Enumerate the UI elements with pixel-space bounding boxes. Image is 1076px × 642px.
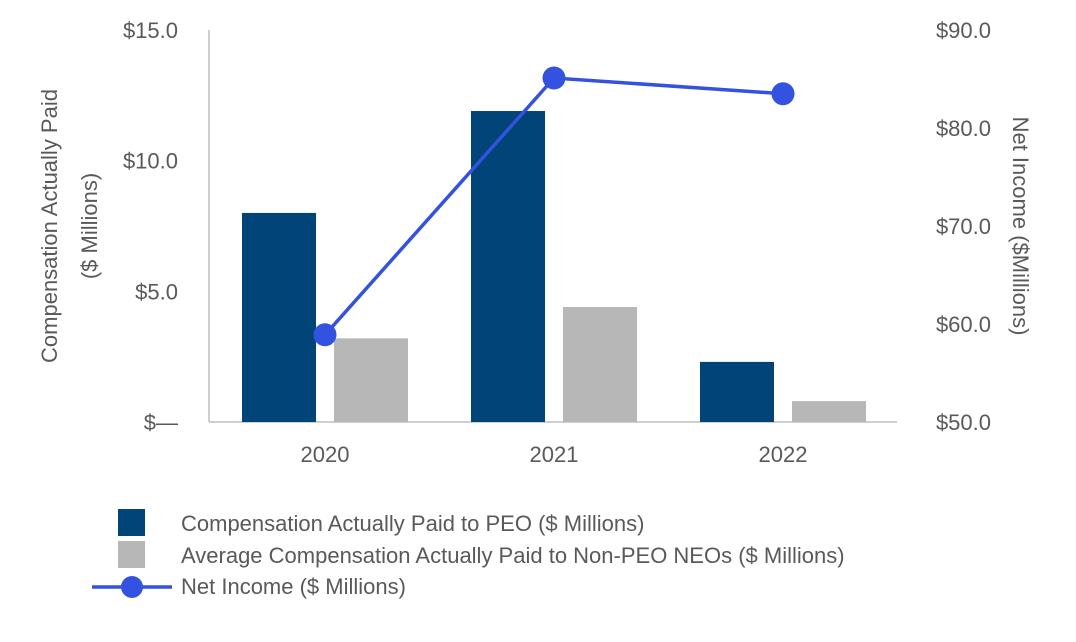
right-tick-label: $50.0 <box>936 410 991 435</box>
left-tick-label: $10.0 <box>123 149 178 174</box>
legend: Compensation Actually Paid to PEO ($ Mil… <box>92 509 845 599</box>
right-tick-label: $80.0 <box>936 116 991 141</box>
bar-non-peo <box>334 338 408 422</box>
right-axis-title: Net Income ($Millions) <box>1008 117 1033 336</box>
bar-non-peo <box>563 307 637 422</box>
bar-peo <box>700 361 774 422</box>
legend-swatch-non-peo <box>118 541 145 568</box>
x-tick-label: 2021 <box>530 442 579 467</box>
left-tick-label: $— <box>144 410 178 435</box>
net-income-point <box>542 66 566 90</box>
legend-label-net-income: Net Income ($ Millions) <box>181 574 406 599</box>
left-tick-label: $15.0 <box>123 18 178 43</box>
legend-swatch-peo <box>118 509 145 536</box>
x-tick-label: 2020 <box>301 442 350 467</box>
net-income-point <box>771 82 795 106</box>
right-tick-label: $70.0 <box>936 214 991 239</box>
left-axis-title-line2: ($ Millions) <box>77 173 102 279</box>
legend-label-non-peo: Average Compensation Actually Paid to No… <box>181 543 845 568</box>
net-income-point <box>313 323 337 347</box>
left-tick-label: $5.0 <box>135 279 178 304</box>
legend-marker-net-income <box>121 576 143 598</box>
net-income-line <box>323 76 784 336</box>
right-tick-label: $60.0 <box>936 312 991 337</box>
bar-peo <box>242 212 316 422</box>
left-axis-title-line1: Compensation Actually Paid <box>37 89 62 363</box>
x-tick-label: 2022 <box>759 442 808 467</box>
legend-label-peo: Compensation Actually Paid to PEO ($ Mil… <box>181 511 644 536</box>
bar-peo <box>471 111 545 422</box>
right-tick-label: $90.0 <box>936 18 991 43</box>
bar-non-peo <box>792 401 866 422</box>
